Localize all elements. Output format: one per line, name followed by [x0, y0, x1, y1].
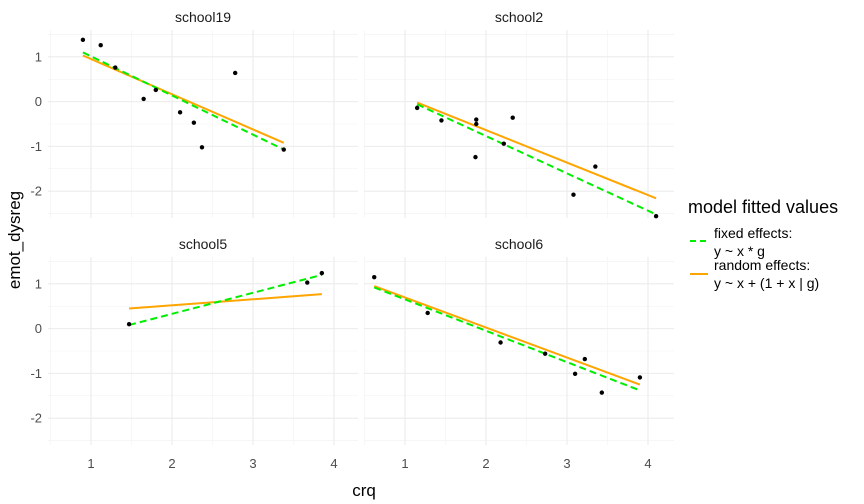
x-tick-label: 3 — [563, 456, 570, 471]
y-tick-label: -2 — [30, 184, 42, 199]
axes: crq emot_dysreg — [5, 191, 376, 500]
x-tick-label: 3 — [249, 456, 256, 471]
data-point — [582, 356, 588, 362]
y-tick-label: 0 — [35, 94, 42, 109]
data-point — [113, 65, 118, 70]
data-point — [305, 280, 310, 285]
legend-random-line2: y ~ x + (1 + x | g) — [714, 275, 819, 291]
data-point — [593, 164, 598, 169]
random-effects-line — [128, 293, 322, 310]
data-point — [599, 390, 605, 395]
panel-school5: school5 -2 -1 0 1 1 2 3 4 — [30, 236, 358, 471]
y-axis-title: emot_dysreg — [5, 191, 24, 289]
data-point — [319, 270, 325, 276]
x-axis-title: crq — [352, 481, 376, 500]
data-point — [498, 340, 503, 345]
panel-strip-label: school5 — [179, 236, 227, 252]
y-tick-label: -1 — [30, 139, 42, 154]
x-tick-label: 2 — [168, 456, 175, 471]
random-effects-line — [416, 101, 657, 200]
data-point — [542, 351, 548, 356]
data-point — [474, 121, 479, 127]
panel-school19: school19 -2 -1 0 1 — [30, 9, 358, 218]
panel-strip-label: school6 — [495, 236, 543, 252]
data-point — [281, 147, 286, 152]
data-point — [199, 145, 205, 150]
legend-random-line1: random effects: — [714, 257, 810, 273]
data-point — [177, 110, 183, 115]
x-tick-label: 1 — [87, 456, 94, 471]
data-point — [126, 321, 132, 327]
panel-school2: school2 — [364, 9, 674, 219]
legend-fixed-line1: fixed effects: — [714, 225, 792, 241]
data-point — [425, 310, 430, 316]
random-effects-line — [373, 285, 641, 386]
x-tick-label: 2 — [482, 456, 489, 471]
legend: model fitted values fixed effects: y ~ x… — [688, 197, 838, 291]
data-point — [98, 43, 103, 48]
data-point — [439, 118, 444, 123]
data-point — [141, 96, 146, 102]
data-point — [474, 117, 479, 122]
data-point — [572, 371, 578, 377]
panel-strip-label: school19 — [175, 9, 231, 25]
data-point — [510, 115, 515, 120]
panel-school6: school6 1 2 3 4 — [364, 236, 674, 471]
data-point — [414, 105, 420, 111]
random-effects-line — [82, 54, 285, 144]
data-point — [232, 70, 238, 76]
fixed-effects-line — [128, 273, 323, 327]
y-tick-label: -2 — [30, 411, 42, 426]
data-point — [153, 87, 158, 93]
y-tick-label: -1 — [30, 366, 42, 381]
y-tick-label: 1 — [35, 276, 42, 291]
data-point — [501, 141, 507, 146]
data-point — [191, 120, 197, 125]
x-tick-label: 4 — [644, 456, 651, 471]
data-point — [653, 214, 659, 219]
data-point — [372, 274, 377, 280]
y-tick-label: 0 — [35, 321, 42, 336]
data-point — [571, 192, 576, 197]
legend-title: model fitted values — [688, 197, 838, 217]
data-point — [637, 375, 643, 380]
y-tick-label: 1 — [35, 49, 42, 64]
data-point — [473, 154, 478, 160]
data-point — [80, 37, 86, 43]
x-tick-label: 1 — [401, 456, 408, 471]
legend-fixed-line2: y ~ x * g — [714, 243, 765, 259]
panel-strip-label: school2 — [495, 9, 543, 25]
x-tick-label: 4 — [330, 456, 337, 471]
fixed-effects-line — [373, 286, 641, 392]
